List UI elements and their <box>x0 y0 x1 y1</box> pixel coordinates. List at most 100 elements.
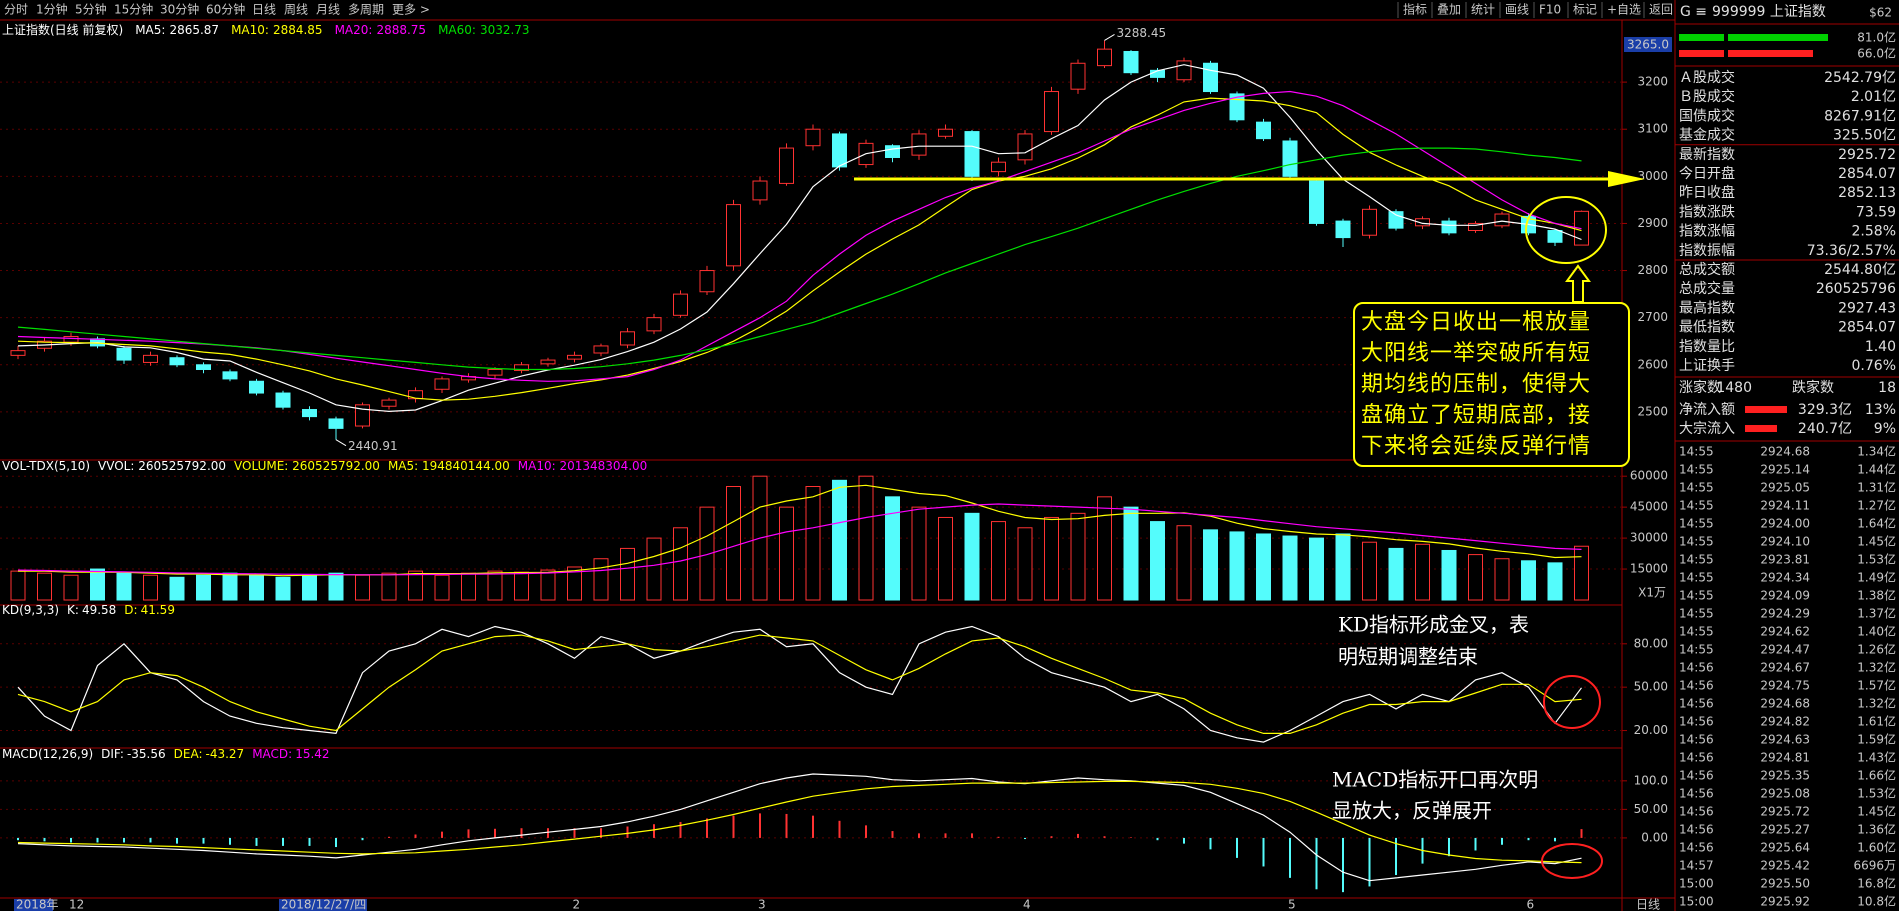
stat-value: 2927.43 <box>1838 300 1896 316</box>
candle-body <box>567 354 582 360</box>
candle-body <box>1123 50 1139 74</box>
trade-time: 14:56 <box>1679 823 1714 837</box>
volume-bar <box>63 574 79 601</box>
y-tick-label: 2700 <box>1637 310 1668 324</box>
tool-button[interactable]: 统计 <box>1471 3 1495 17</box>
volume-bar <box>991 521 1006 601</box>
legend-name: K: <box>67 603 79 617</box>
candle-body <box>275 392 291 408</box>
period-tab[interactable]: 多周期 <box>348 3 384 17</box>
tool-button[interactable]: 画线 <box>1505 3 1529 17</box>
period-tab[interactable]: 60分钟 <box>206 2 245 17</box>
trade-time: 14:55 <box>1679 625 1714 639</box>
callout-text: 大阳线一举突破所有短 <box>1361 341 1591 366</box>
trade-time: 14:55 <box>1679 571 1714 585</box>
y-tick-label: 60000 <box>1630 469 1668 483</box>
y-tick-label: 45000 <box>1630 500 1668 514</box>
trade-time: 14:56 <box>1679 841 1714 855</box>
trade-time: 14:56 <box>1679 697 1714 711</box>
volume-bar <box>1335 533 1351 601</box>
tool-button[interactable]: 指标 <box>1403 2 1427 17</box>
tool-button[interactable]: 标记 <box>1573 3 1597 17</box>
stat-label: 指数涨幅 <box>1679 224 1735 240</box>
tool-button[interactable]: 返回 <box>1649 3 1673 17</box>
trade-time: 14:56 <box>1679 661 1714 675</box>
volume-bar <box>646 537 662 601</box>
panel-header: KD(9,3,3) K: 49.58 D: 41.59 <box>2 603 175 617</box>
trade-time: 14:56 <box>1679 787 1714 801</box>
trade-time: 14:56 <box>1679 751 1714 765</box>
stat-label: 最低指数 <box>1679 320 1735 336</box>
candle-body <box>249 380 264 394</box>
trade-time: 14:56 <box>1679 679 1714 693</box>
volume-bar <box>1123 506 1139 601</box>
trade-price: 2924.00 <box>1760 517 1810 531</box>
volume-bar <box>143 574 158 601</box>
trade-price: 2924.81 <box>1760 751 1810 765</box>
x-tick-label: 3 <box>758 898 766 911</box>
high-pointer <box>1104 34 1115 41</box>
period-tab[interactable]: 分时 <box>4 3 28 17</box>
volume-bar <box>1070 512 1086 601</box>
volume-bar <box>302 574 317 601</box>
low-label: 2440.91 <box>348 439 398 453</box>
trade-price: 2925.35 <box>1760 769 1810 783</box>
period-tab[interactable]: 更多 > <box>392 3 430 17</box>
period-tab[interactable]: 月线 <box>316 3 340 17</box>
tool-button[interactable]: F10 <box>1539 3 1561 17</box>
kd-line <box>17 634 1582 734</box>
stat-value: 2.01亿 <box>1851 89 1896 105</box>
period-tab[interactable]: 30分钟 <box>160 2 199 17</box>
period-tab[interactable]: 5分钟 <box>75 2 107 17</box>
tool-button[interactable]: 叠加 <box>1437 3 1461 17</box>
legend-value: -43.27 <box>206 747 245 761</box>
legend-name: MA20: <box>335 23 373 37</box>
volume-bar <box>938 516 953 601</box>
trade-price: 2924.10 <box>1760 535 1810 549</box>
volume-bar <box>355 574 370 601</box>
legend-entry: VOLUME: 260525792.00 <box>234 459 380 473</box>
y-tick-label: 2900 <box>1637 216 1668 230</box>
badge: $62 <box>1869 6 1892 20</box>
candle-body <box>143 354 158 363</box>
stat-value: 2852.13 <box>1838 185 1896 201</box>
cursor-label: 3265.0 <box>1627 38 1669 52</box>
legend-value: -35.56 <box>127 747 166 761</box>
trade-price: 2925.42 <box>1760 859 1810 873</box>
y-tick-label: 100.0 <box>1634 773 1668 787</box>
volume-bar <box>1150 521 1165 601</box>
period-tab[interactable]: 周线 <box>284 3 308 17</box>
trade-amount: 1.37亿 <box>1857 606 1896 621</box>
volume-bar <box>1176 525 1192 601</box>
trade-time: 14:56 <box>1679 769 1714 783</box>
period-tab[interactable]: 15分钟 <box>114 2 153 17</box>
x-tick-label: 2 <box>573 898 581 911</box>
ma-line <box>17 147 1582 371</box>
legend-value: 41.59 <box>141 603 175 617</box>
y-tick-label: 50.00 <box>1634 680 1668 694</box>
trade-amount: 1.66亿 <box>1857 768 1896 783</box>
code-title: 999999 上证指数 <box>1712 4 1826 20</box>
candle-body <box>63 336 79 343</box>
panel-title: MACD(12,26,9) <box>2 747 93 761</box>
trade-amount: 1.34亿 <box>1857 444 1896 459</box>
candle-body <box>540 359 556 365</box>
volume-bar <box>1017 527 1033 601</box>
tool-button[interactable]: +自选 <box>1607 3 1641 17</box>
period-tab[interactable]: 1分钟 <box>36 2 68 17</box>
volume-bar <box>1388 547 1404 601</box>
period-tab[interactable]: 日线 <box>252 3 276 17</box>
flow-label: 净流入额 <box>1679 402 1735 418</box>
trade-price: 2925.72 <box>1760 805 1810 819</box>
trade-amount: 1.32亿 <box>1857 660 1896 675</box>
volume-bar <box>1441 549 1457 601</box>
stat-value: 73.36/2.57% <box>1807 243 1896 259</box>
y-tick-label: 2800 <box>1637 263 1668 277</box>
volume-bar <box>116 572 132 601</box>
volume-bar <box>514 571 529 601</box>
stat-value: 0.76% <box>1852 358 1896 374</box>
trade-amount: 1.45亿 <box>1857 804 1896 819</box>
volume-bar <box>885 496 900 601</box>
ratio-bar <box>1679 50 1724 57</box>
volume-bar <box>699 506 715 601</box>
